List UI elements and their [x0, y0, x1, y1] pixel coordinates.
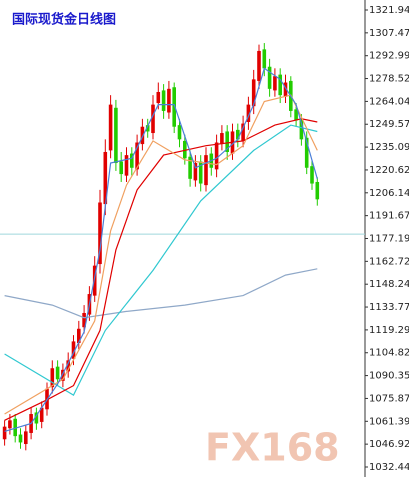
candle-body	[283, 82, 288, 97]
candle-body	[135, 142, 139, 170]
y-tick-label: 1133.77	[369, 302, 409, 313]
candle-body	[24, 431, 28, 445]
y-tick-label: 1249.57	[369, 119, 409, 130]
candle-body	[145, 125, 150, 132]
candle-body	[77, 328, 81, 343]
candle-body	[214, 142, 219, 170]
candle-body	[2, 426, 7, 440]
candle-body	[220, 133, 224, 145]
candle-body	[92, 265, 97, 296]
y-tick-label: 1119.29	[369, 325, 409, 336]
candle-body	[34, 412, 39, 424]
candle-body	[151, 104, 155, 134]
candle-body	[98, 202, 102, 265]
candle-body	[66, 360, 70, 372]
candle-body	[241, 123, 245, 141]
candle-body	[315, 181, 320, 200]
watermark: FX168	[205, 426, 340, 470]
candle-body	[61, 369, 65, 381]
y-tick-label: 1104.82	[369, 348, 409, 359]
candle-body	[39, 407, 44, 422]
candle-body	[278, 74, 282, 96]
candle-body	[188, 156, 192, 179]
y-tick-label: 1220.62	[369, 165, 409, 176]
candle-body	[294, 109, 298, 121]
candle-body	[119, 161, 123, 175]
y-tick-label: 1278.52	[369, 74, 409, 85]
y-tick-label: 1321.94	[369, 5, 409, 16]
moving-average-line	[4, 94, 318, 415]
moving-average-line	[4, 124, 318, 396]
candle-body	[310, 166, 314, 184]
y-tick-label: 1264.04	[369, 96, 409, 107]
candle-body	[257, 50, 261, 81]
moving-average-line	[4, 67, 318, 432]
candle-body	[108, 104, 113, 151]
candle-body	[299, 118, 304, 140]
y-tick-label: 1148.24	[369, 279, 409, 290]
y-tick-label: 1235.09	[369, 142, 409, 153]
candle-body	[114, 107, 118, 164]
candle-body	[103, 151, 108, 205]
candle-body	[130, 153, 134, 168]
candle-body	[161, 90, 166, 111]
candle-body	[13, 418, 17, 437]
candle-body	[177, 125, 182, 140]
candle-body	[71, 341, 76, 359]
y-tick-label: 1177.19	[369, 234, 409, 245]
candle-body	[156, 91, 161, 104]
candle-body	[273, 76, 277, 91]
candle-body	[55, 366, 60, 380]
y-tick-label: 1307.47	[369, 28, 409, 39]
candle-body	[8, 420, 12, 429]
candle-body	[304, 137, 309, 168]
candle-body	[251, 79, 256, 107]
y-tick-label: 1162.72	[369, 256, 409, 267]
y-tick-label: 1191.67	[369, 211, 409, 222]
candle-body	[267, 66, 272, 89]
candle-body	[236, 129, 240, 140]
candle-body	[193, 163, 198, 181]
moving-average-line	[4, 118, 318, 421]
candle-body	[204, 155, 208, 186]
candle-body	[18, 434, 23, 443]
candle-body	[172, 87, 176, 127]
y-tick-label: 1292.99	[369, 51, 409, 62]
candle-body	[82, 312, 86, 328]
y-tick-label: 1075.87	[369, 393, 409, 404]
candle-body	[167, 88, 171, 113]
y-tick-label: 1061.39	[369, 416, 409, 427]
candle-body	[246, 104, 251, 122]
candle-body	[198, 161, 203, 184]
candle-body	[50, 368, 55, 388]
candle-body	[225, 131, 229, 152]
y-tick-label: 1090.35	[369, 371, 409, 382]
y-tick-label: 1032.44	[369, 462, 409, 473]
moving-average-line	[4, 268, 318, 319]
candle-body	[262, 49, 267, 69]
candle-body	[140, 126, 145, 145]
y-tick-label: 1206.14	[369, 188, 409, 199]
candle-body	[124, 155, 129, 176]
y-tick-label: 1046.92	[369, 439, 409, 450]
candle-body	[183, 140, 187, 159]
chart-title: 国际现货金日线图	[12, 12, 116, 28]
